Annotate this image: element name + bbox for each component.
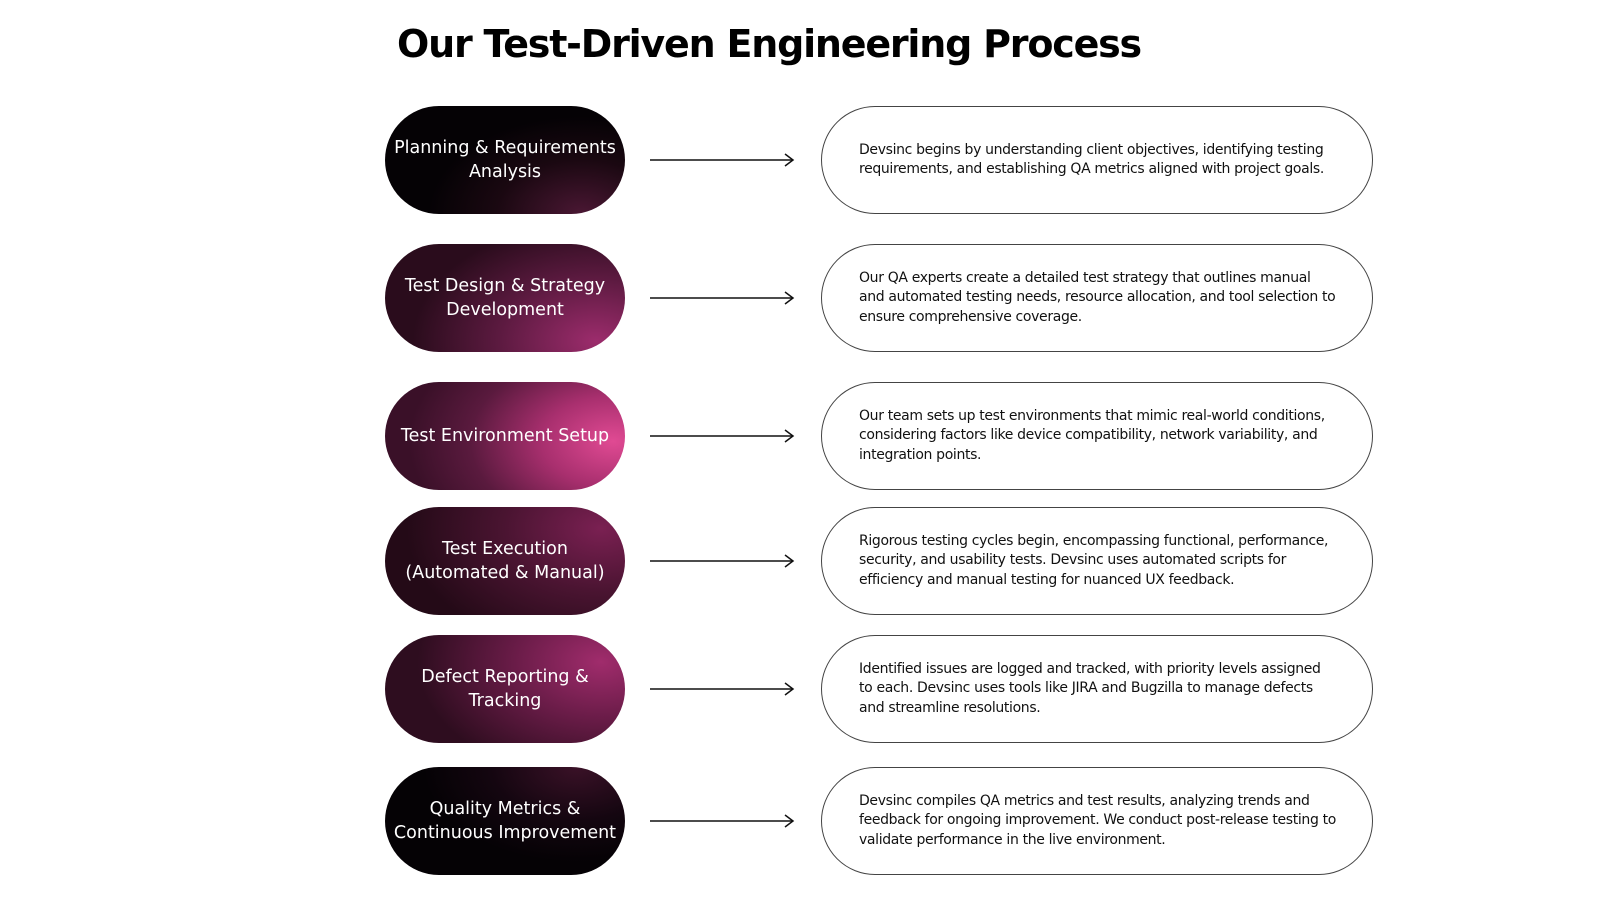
arrow-right-icon (650, 554, 795, 568)
process-step-defect-reporting: Defect Reporting & Tracking Identified i… (0, 635, 1600, 743)
process-step-quality-metrics: Quality Metrics & Continuous Improvement… (0, 767, 1600, 875)
process-step-test-execution: Test Execution (Automated & Manual) Rigo… (0, 507, 1600, 615)
step-description: Identified issues are logged and tracked… (821, 635, 1373, 743)
step-pill-environment-setup: Test Environment Setup (385, 382, 625, 490)
step-pill-test-design: Test Design & Strategy Development (385, 244, 625, 352)
step-description: Devsinc begins by understanding client o… (821, 106, 1373, 214)
step-description: Rigorous testing cycles begin, encompass… (821, 507, 1373, 615)
step-label: Test Design & Strategy Development (404, 276, 606, 320)
step-label: Test Environment Setup (400, 426, 610, 446)
step-label: Quality Metrics & Continuous Improvement (393, 799, 617, 843)
arrow-right-icon (650, 429, 795, 443)
arrow-right-icon (650, 291, 795, 305)
step-pill-defect-reporting: Defect Reporting & Tracking (385, 635, 625, 743)
page-title: Our Test-Driven Engineering Process (397, 22, 1142, 66)
step-label: Planning & Requirements Analysis (394, 138, 616, 182)
step-label: Test Execution (Automated & Manual) (405, 539, 605, 583)
process-step-planning: Planning & Requirements Analysis Devsinc… (0, 106, 1600, 214)
step-pill-test-execution: Test Execution (Automated & Manual) (385, 507, 625, 615)
step-description: Our QA experts create a detailed test st… (821, 244, 1373, 352)
arrow-right-icon (650, 814, 795, 828)
arrow-right-icon (650, 682, 795, 696)
process-step-test-design: Test Design & Strategy Development Our Q… (0, 244, 1600, 352)
process-step-environment-setup: Test Environment Setup Our team sets up … (0, 382, 1600, 490)
step-description: Devsinc compiles QA metrics and test res… (821, 767, 1373, 875)
arrow-right-icon (650, 153, 795, 167)
step-pill-planning: Planning & Requirements Analysis (385, 106, 625, 214)
step-description: Our team sets up test environments that … (821, 382, 1373, 490)
step-pill-quality-metrics: Quality Metrics & Continuous Improvement (385, 767, 625, 875)
step-label: Defect Reporting & Tracking (421, 667, 589, 711)
